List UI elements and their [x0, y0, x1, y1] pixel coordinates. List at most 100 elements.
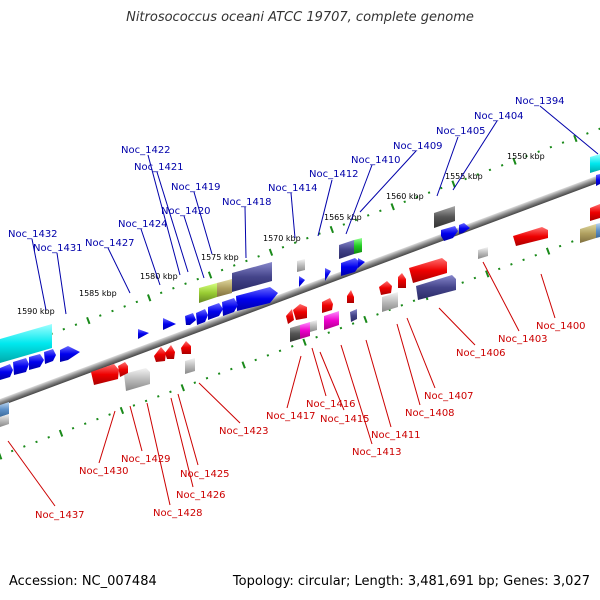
gene-reverse[interactable]	[398, 273, 406, 288]
scale-tick-major	[86, 316, 91, 325]
gene-noc-1411[interactable]	[382, 292, 398, 312]
gene-label[interactable]: Noc_1428	[153, 508, 203, 519]
gene-noc-1394[interactable]	[590, 154, 600, 173]
gene-label[interactable]: Noc_1432	[8, 229, 58, 240]
gene-label[interactable]: Noc_1429	[121, 454, 171, 465]
gene-label[interactable]: Noc_1412	[309, 169, 359, 180]
gene-noc-1422[interactable]	[208, 303, 223, 320]
gene-forward[interactable]	[358, 258, 365, 268]
gene-reverse[interactable]	[286, 309, 294, 324]
gene-noc-1417[interactable]	[293, 304, 307, 320]
gene-label[interactable]: Noc_1430	[79, 466, 129, 477]
gene-label[interactable]: Noc_1410	[351, 155, 401, 166]
gene-reverse[interactable]	[165, 345, 175, 359]
gene-noc-1430[interactable]	[118, 362, 128, 377]
gene-label[interactable]: Noc_1425	[180, 469, 230, 480]
gene-noc-1407[interactable]	[416, 275, 456, 300]
scale-label: 1580 kbp	[140, 272, 178, 281]
gene-label[interactable]: Noc_1417	[266, 411, 316, 422]
gene-noc-1408[interactable]	[379, 281, 392, 295]
gene-label[interactable]: Noc_1437	[35, 510, 85, 521]
gene-forward[interactable]	[29, 354, 44, 370]
gene-label[interactable]: Noc_1427	[85, 238, 135, 249]
gene-noc-1416[interactable]	[324, 311, 339, 330]
gene-forward[interactable]	[325, 268, 331, 281]
gene-label[interactable]: Noc_1394	[515, 96, 565, 107]
gene-noc-1424[interactable]	[163, 318, 176, 330]
gene-label[interactable]: Noc_1424	[118, 219, 168, 230]
gene-forward[interactable]	[299, 276, 305, 287]
gene-label[interactable]: Noc_1420	[161, 206, 211, 217]
gene-forward[interactable]	[196, 309, 208, 325]
scale-tick-major	[207, 271, 213, 279]
scale-tick-minor	[132, 404, 136, 407]
gene-label[interactable]: Noc_1422	[121, 145, 171, 156]
gene-label[interactable]: Noc_1419	[171, 182, 221, 193]
gene-label[interactable]: Noc_1407	[424, 391, 474, 402]
gene-noc-1409[interactable]	[354, 238, 362, 254]
gene-label[interactable]: Noc_1423	[219, 426, 269, 437]
gene-reverse[interactable]	[0, 414, 9, 427]
gene-forward[interactable]	[596, 174, 600, 186]
gene-forward[interactable]	[0, 364, 13, 380]
gene-label[interactable]: Noc_1404	[474, 111, 524, 122]
gene-reverse[interactable]	[580, 224, 596, 243]
gene-label[interactable]: Noc_1411	[371, 430, 421, 441]
gene-forward[interactable]	[441, 226, 458, 241]
forward-gene-labels: Noc_1394 Noc_1404 Noc_1405 Noc_1409 Noc_…	[8, 96, 565, 254]
gene-noc-1403[interactable]	[513, 227, 548, 246]
gene-noc-1426[interactable]	[154, 347, 166, 362]
gene-noc-1415[interactable]	[350, 309, 357, 322]
scale-tick-minor	[525, 154, 528, 158]
gene-noc-1413[interactable]	[347, 290, 354, 303]
gene-noc-1405[interactable]	[434, 206, 455, 228]
gene-label[interactable]: Noc_1403	[498, 334, 548, 345]
gene-noc-1400[interactable]	[478, 247, 488, 259]
gene-noc-1414[interactable]	[297, 259, 305, 272]
forward-genes	[0, 154, 600, 380]
gene-reverse[interactable]	[596, 223, 600, 238]
gene-noc-1418[interactable]	[232, 262, 272, 292]
gene-noc-1428[interactable]	[124, 368, 150, 391]
gene-noc-1420[interactable]	[217, 279, 232, 297]
gene-label[interactable]: Noc_1416	[306, 399, 356, 410]
gene-noc-1427[interactable]	[138, 329, 149, 339]
gene-noc-1432[interactable]	[0, 324, 52, 363]
gene-noc-1429[interactable]	[91, 364, 119, 385]
gene-label[interactable]: Noc_1426	[176, 490, 226, 501]
gene-noc-1421[interactable]	[222, 298, 238, 316]
gene-forward[interactable]	[236, 287, 278, 311]
gene-label[interactable]: Noc_1431	[33, 243, 83, 254]
gene-label[interactable]: Noc_1400	[536, 321, 586, 332]
gene-reverse[interactable]	[300, 322, 310, 339]
gene-label[interactable]: Noc_1406	[456, 348, 506, 359]
gene-noc-1419[interactable]	[199, 283, 217, 303]
gene-noc-1406[interactable]	[409, 258, 447, 283]
gene-label[interactable]: Noc_1421	[134, 162, 184, 173]
gene-reverse[interactable]	[290, 325, 300, 342]
gene-reverse[interactable]	[310, 320, 317, 332]
gene-label[interactable]: Noc_1414	[268, 183, 318, 194]
gene-reverse[interactable]	[590, 204, 600, 221]
gene-label[interactable]: Noc_1418	[222, 197, 272, 208]
scale-tick-minor	[257, 255, 260, 258]
gene-noc-1437[interactable]	[0, 402, 9, 417]
scale-tick-minor	[232, 264, 236, 267]
gene-forward[interactable]	[60, 346, 80, 362]
scale-tick-minor	[99, 314, 102, 317]
gene-noc-1410[interactable]	[339, 240, 354, 259]
gene-label[interactable]: Noc_1405	[436, 126, 486, 137]
gene-label[interactable]: Noc_1409	[393, 141, 443, 152]
gene-noc-1431[interactable]	[13, 358, 29, 375]
scale-tick-minor	[351, 322, 355, 325]
gene-label[interactable]: Noc_1415	[320, 414, 370, 425]
gene-reverse[interactable]	[322, 298, 333, 313]
gene-forward[interactable]	[44, 349, 56, 364]
gene-noc-1412[interactable]	[341, 258, 361, 276]
gene-forward[interactable]	[185, 313, 196, 325]
gene-forward[interactable]	[459, 223, 470, 234]
gene-label[interactable]: Noc_1408	[405, 408, 455, 419]
gene-label[interactable]: Noc_1413	[352, 447, 402, 458]
gene-noc-1425[interactable]	[185, 358, 195, 374]
gene-noc-1423[interactable]	[181, 341, 191, 354]
